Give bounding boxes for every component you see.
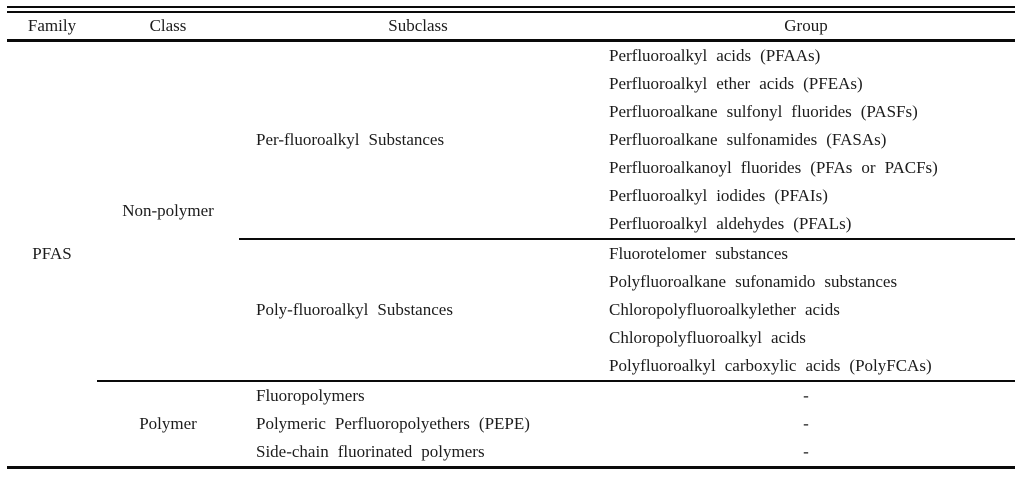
top-rule-line-2 [7, 11, 1015, 13]
table-row: Polyfluoroalkyl carboxylic acids (PolyFC… [7, 352, 1015, 381]
header-row: Family Class Subclass Group [7, 13, 1015, 42]
table-row: Polymeric Perfluoropolyethers (PEPE) - [7, 410, 1015, 438]
class-cell-polymer: Polymer [97, 380, 239, 468]
table-row: Perfluoroalkane sulfonyl fluorides (PASF… [7, 98, 1015, 126]
table-row: PFAS Non-polymer Per-fluoroalkyl Substan… [7, 41, 1015, 263]
table-row: Chloropolyfluoroalkylether acids [7, 296, 1015, 324]
group-cell: Perfluoroalkyl aldehydes (PFALs) [609, 214, 852, 233]
table-row: Perfluoroalkyl ether acids (PFEAs) [7, 70, 1015, 98]
group-cell: Chloropolyfluoroalkylether acids [609, 300, 840, 319]
group-cell: Perfluoroalkyl iodides (PFAIs) [609, 186, 828, 205]
group-cell: Perfluoroalkane sulfonyl fluorides (PASF… [609, 102, 918, 121]
subclass-cell-fluoropolymers: Fluoropolymers [239, 380, 597, 410]
table-row: Polyfluoroalkane sufonamido substances [7, 268, 1015, 296]
group-cell: Perfluoroalkanoyl fluorides (PFAs or PAC… [609, 158, 938, 177]
table-row: Chloropolyfluoroalkyl acids [7, 324, 1015, 352]
subclass-cell-side-chain-fluorinated-polymers: Side-chain fluorinated polymers [256, 442, 485, 461]
group-cell: Fluorotelomer substances [597, 238, 1015, 268]
group-cell-dash: - [803, 442, 809, 461]
subclass-cell-per-fluoroalkyl: Per-fluoroalkyl Substances [256, 130, 445, 149]
group-cell-dash: - [597, 380, 1015, 410]
top-double-rule [7, 6, 1015, 13]
subclass-cell-poly-fluoroalkyl: Poly-fluoroalkyl Substances [239, 238, 597, 381]
header-group: Group [597, 13, 1015, 42]
group-cell: Perfluoroalkyl acids (PFAAs) [609, 46, 821, 65]
group-cell: Perfluoroalkane sulfonamides (FASAs) [609, 130, 887, 149]
table-row: Polymer Fluoropolymers - [7, 380, 1015, 468]
header-family: Family [7, 13, 97, 42]
group-cell: Polyfluoroalkane sufonamido substances [609, 272, 898, 291]
header-subclass: Subclass [239, 13, 597, 42]
table-row: Perfluoroalkanoyl fluorides (PFAs or PAC… [7, 154, 1015, 182]
class-cell-non-polymer: Non-polymer [122, 201, 214, 220]
table-row: Perfluoroalkane sulfonamides (FASAs) [7, 126, 1015, 154]
table-row: Side-chain fluorinated polymers - [7, 438, 1015, 468]
header-class: Class [97, 13, 239, 42]
subclass-cell-polymeric-perfluoropolyethers: Polymeric Perfluoropolyethers (PEPE) [256, 414, 530, 433]
table-row: Perfluoroalkyl iodides (PFAIs) [7, 182, 1015, 210]
top-rule-line-1 [7, 6, 1015, 8]
family-cell-pfas: PFAS [32, 244, 72, 263]
group-cell: Perfluoroalkyl ether acids (PFEAs) [609, 74, 863, 93]
group-cell: Chloropolyfluoroalkyl acids [609, 328, 806, 347]
table-row: Poly-fluoroalkyl Substances Fluorotelome… [7, 238, 1015, 381]
group-cell-dash: - [803, 414, 809, 433]
group-cell: Polyfluoroalkyl carboxylic acids (PolyFC… [609, 356, 932, 375]
table-row: Perfluoroalkyl aldehydes (PFALs) [7, 210, 1015, 239]
pfas-classification-table: Family Class Subclass Group PFAS Non-pol… [7, 13, 1015, 469]
